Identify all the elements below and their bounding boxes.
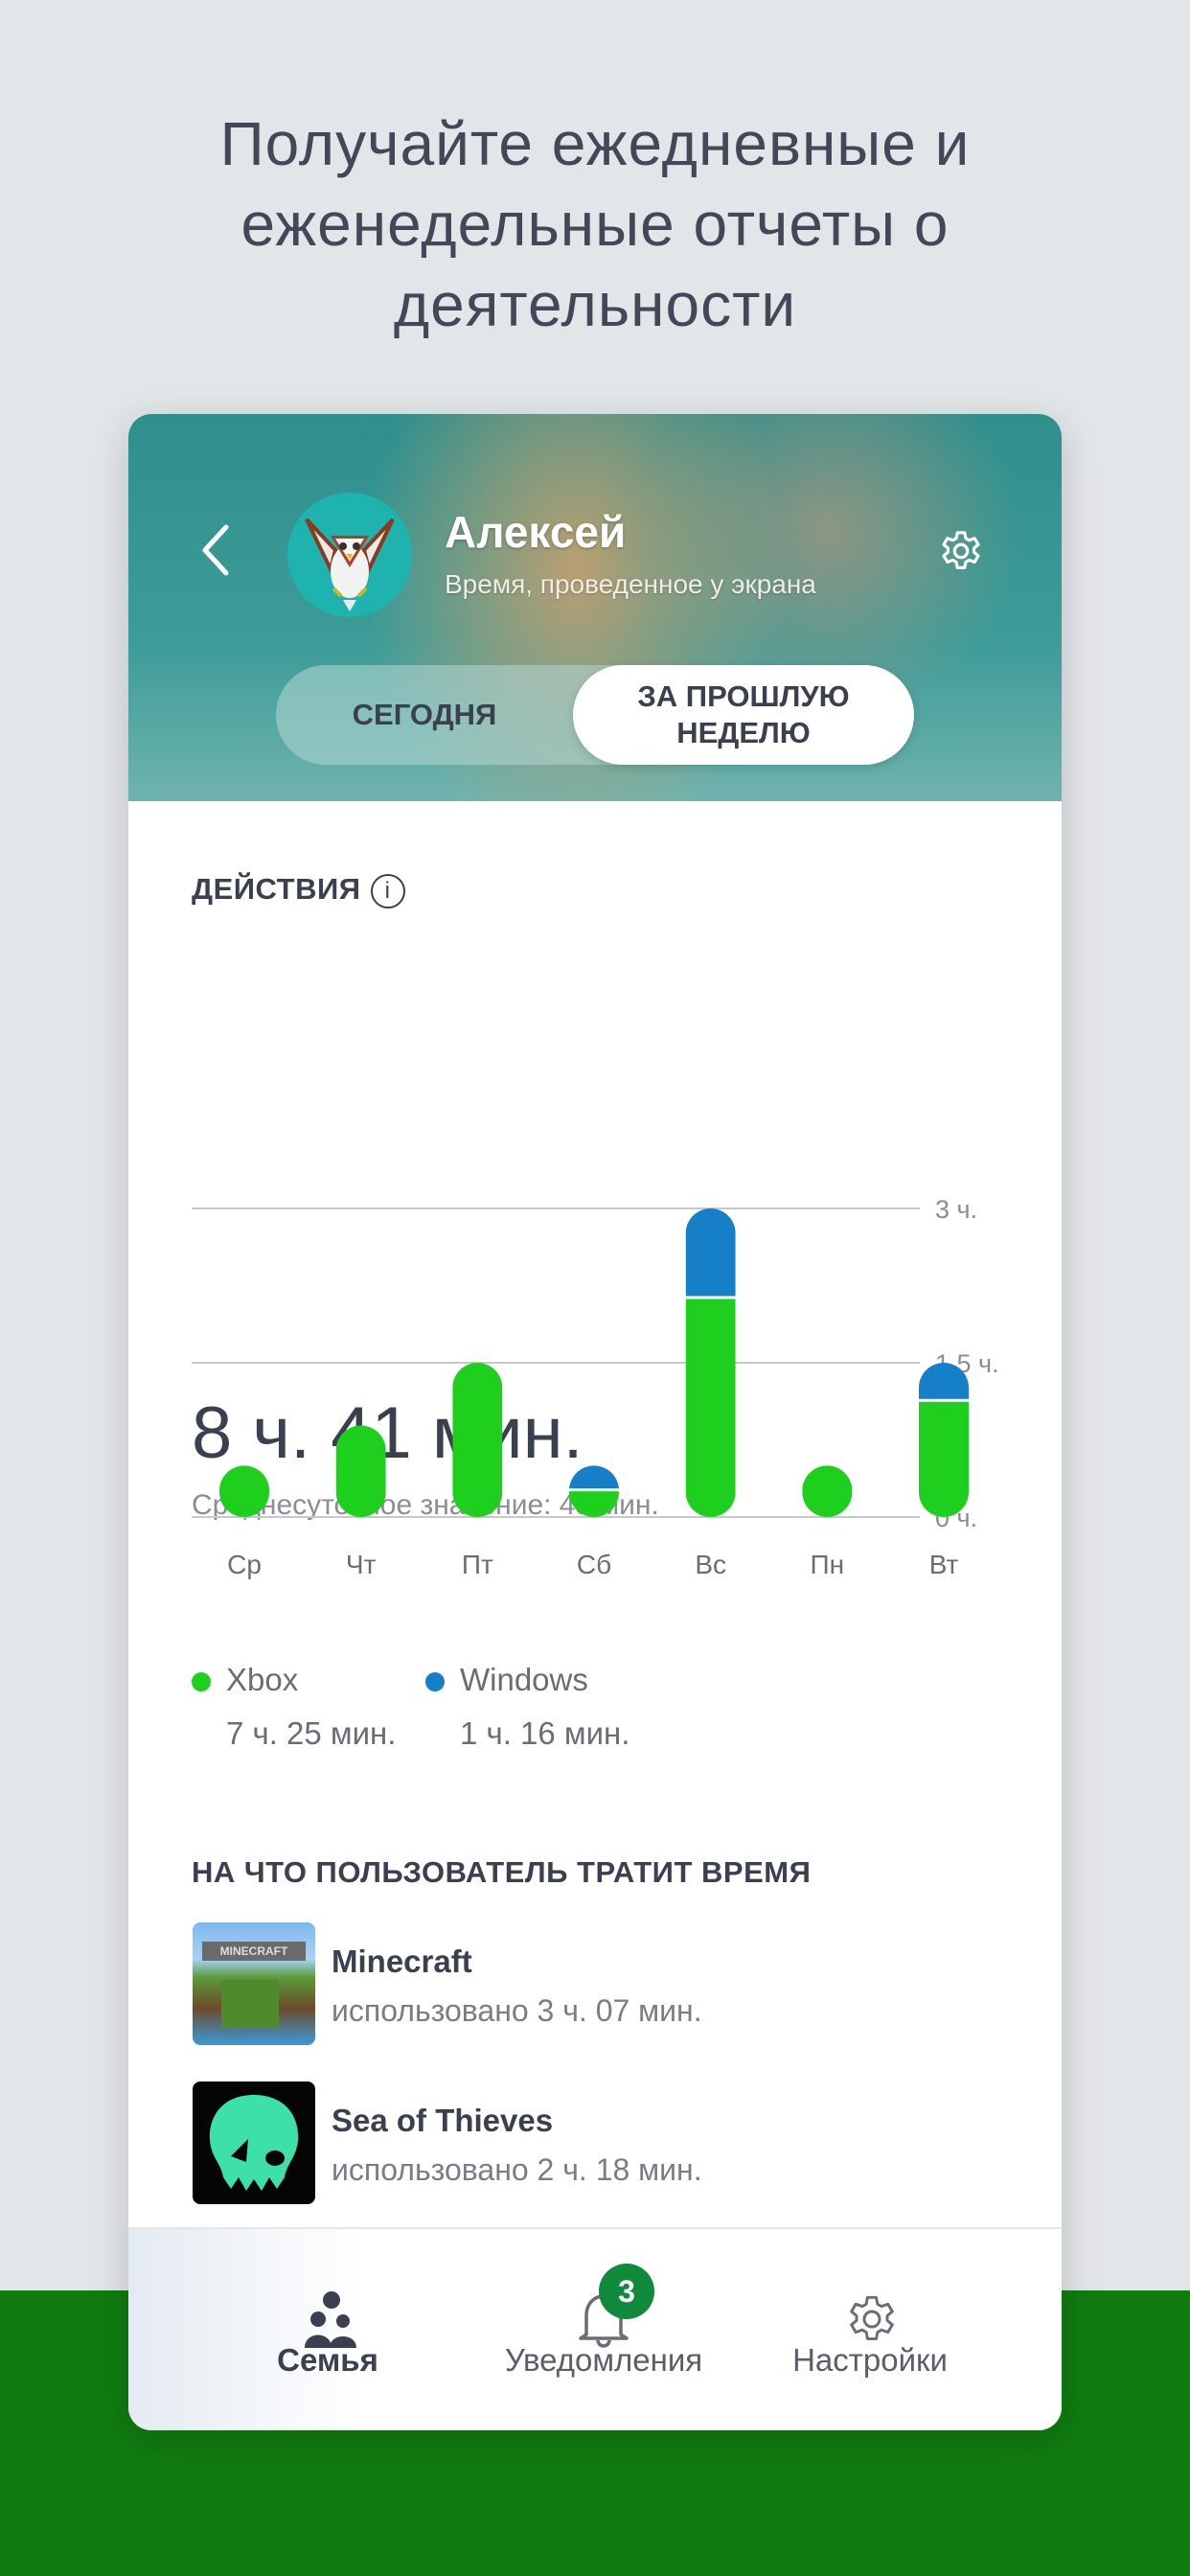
nav-label: Семья <box>277 2342 378 2378</box>
bar-segment-xbox <box>685 1299 736 1517</box>
app-usage: использовано 3 ч. 07 мин. <box>332 1993 702 2028</box>
activity-chart: 0 ч.1,5 ч.3 ч.Ср Чт Пт Сб Вс Пн Вт <box>192 1195 999 1579</box>
profile-name: Алексей <box>445 507 627 557</box>
profile-subtitle: Время, проведенное у экрана <box>445 569 816 599</box>
bar-segment-windows <box>685 1208 736 1297</box>
x-tick-label: Вт <box>929 1550 959 1579</box>
x-tick-label: Сб <box>577 1550 611 1579</box>
legend-item-xbox: Xbox 7 ч. 25 мин. <box>192 1662 396 1752</box>
legend-label: Xbox <box>226 1662 299 1697</box>
bar-segment-xbox <box>802 1465 853 1517</box>
x-tick-label: Вс <box>695 1550 726 1579</box>
legend-item-windows: Windows 1 ч. 16 мин. <box>425 1662 629 1752</box>
promo-line: Получайте ежедневные и <box>219 109 971 178</box>
bar-segment-windows <box>569 1465 619 1489</box>
app-item-sea-of-thieves[interactable]: Sea of Thieves использовано 2 ч. 18 мин. <box>193 2082 1055 2204</box>
tab-last-week-label: ЗА ПРОШЛУЮ НЕДЕЛЮ <box>637 679 850 749</box>
bar-segment-xbox <box>335 1425 386 1517</box>
gear-icon <box>850 2295 894 2340</box>
app-item-minecraft[interactable]: MINECRAFT Minecraft использовано 3 ч. 07… <box>193 1922 1055 2045</box>
minecraft-thumbnail: MINECRAFT <box>193 1922 315 2045</box>
back-button[interactable] <box>197 521 236 579</box>
bar-segment-xbox <box>219 1465 269 1517</box>
period-segmented-control: СЕГОДНЯ ЗА ПРОШЛУЮ НЕДЕЛЮ <box>276 665 914 765</box>
phone-card: Алексей Время, проведенное у экрана СЕГО… <box>128 414 1062 2430</box>
nav-item-settings[interactable]: Настройки <box>726 2229 1014 2430</box>
x-tick-label: Ср <box>227 1550 262 1579</box>
promo-title: Получайте ежедневные и еженедельные отче… <box>0 104 1190 345</box>
legend-value: 7 ч. 25 мин. <box>226 1715 397 1751</box>
avatar <box>287 493 412 617</box>
gear-icon <box>942 531 980 569</box>
x-tick-label: Чт <box>346 1550 377 1579</box>
nav-item-family[interactable]: Семья <box>184 2229 471 2430</box>
activity-section-title: ДЕЙСТВИЯ i <box>192 872 405 908</box>
app-name: Minecraft <box>332 1944 472 1979</box>
skull-icon <box>209 2095 299 2191</box>
app-usage: использовано 2 ч. 18 мин. <box>332 2152 702 2187</box>
profile-settings-button[interactable] <box>935 525 987 577</box>
profile-header: Алексей Время, проведенное у экрана СЕГО… <box>128 414 1062 801</box>
chevron-left-icon <box>202 524 229 576</box>
nav-item-notifications[interactable]: 3 Уведомления <box>460 2229 747 2430</box>
promo-line: еженедельные отчеты о <box>240 190 950 259</box>
bar-segment-xbox <box>919 1401 969 1517</box>
total-time: 8 ч. 41 мин. <box>192 1392 584 1474</box>
tab-today[interactable]: СЕГОДНЯ <box>352 698 497 731</box>
minecraft-logo: MINECRAFT <box>202 1942 306 1961</box>
family-icon <box>305 2291 356 2348</box>
app-name: Sea of Thieves <box>332 2103 554 2138</box>
legend-value: 1 ч. 16 мин. <box>460 1715 630 1751</box>
tab-last-week[interactable]: ЗА ПРОШЛУЮ НЕДЕЛЮ <box>573 665 914 765</box>
x-tick-label: Пн <box>811 1550 845 1579</box>
x-tick-label: Пт <box>462 1550 493 1579</box>
promo-line: деятельности <box>393 270 797 339</box>
bottom-navigation: Семья 3 Уведомления Настройки <box>128 2227 1062 2430</box>
apps-section-title: НА ЧТО ПОЛЬЗОВАТЕЛЬ ТРАТИТ ВРЕМЯ <box>192 1855 812 1889</box>
legend-dot-xbox <box>192 1672 211 1692</box>
owl-avatar-icon <box>305 518 395 611</box>
notification-count-badge: 3 <box>599 2264 654 2319</box>
bar-segment-xbox <box>452 1363 503 1517</box>
legend-dot-windows <box>425 1672 445 1692</box>
bar-segment-xbox <box>569 1491 619 1517</box>
y-tick-label: 3 ч. <box>935 1195 977 1224</box>
legend-label: Windows <box>460 1662 588 1697</box>
activity-title: ДЕЙСТВИЯ <box>192 872 361 906</box>
info-icon[interactable]: i <box>370 873 405 908</box>
sea-of-thieves-thumbnail <box>193 2082 315 2204</box>
nav-label: Настройки <box>792 2342 948 2378</box>
nav-label: Уведомления <box>504 2342 703 2378</box>
